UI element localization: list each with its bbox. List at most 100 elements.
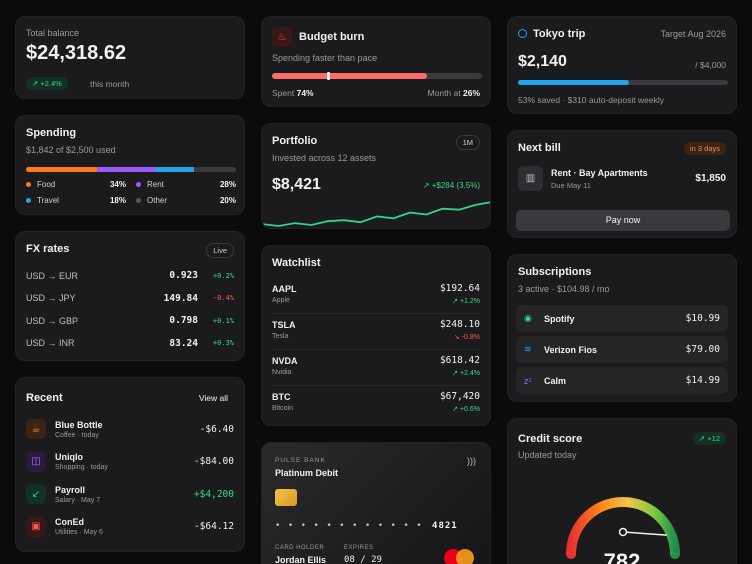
watchlist-divider <box>272 385 480 386</box>
pace-marker <box>326 72 330 80</box>
next-bill-card: Next bill in 3 days ▥ Rent · Bay Apartme… <box>507 130 737 238</box>
subscription-row[interactable]: zᶻ Calm $14.99 <box>516 367 728 394</box>
transaction-row[interactable]: ◫ Uniqlo Shopping · today -$84.00 <box>26 451 234 473</box>
debit-card[interactable]: PULSE BANK Platinum Debit ))) • • • • • … <box>261 442 491 564</box>
transaction-amount: -$6.40 <box>199 423 234 435</box>
goal-saved: $2,140 <box>518 53 567 70</box>
savings-goal-card: Tokyo trip Target Aug 2026 $2,140 / $4,0… <box>507 16 737 114</box>
goal-note: 53% saved · $310 auto-deposit weekly <box>518 95 665 105</box>
fx-row: USD → JPY 149.84 -0.4% <box>26 293 234 304</box>
ticker-symbol: NVDA <box>272 356 298 366</box>
portfolio-value: $8,421 <box>272 176 321 193</box>
transaction-name: Blue Bottle <box>55 419 103 430</box>
spending-segment-rent <box>97 167 157 172</box>
service-icon: ◉ <box>524 313 532 323</box>
goal-progress-fill <box>518 80 630 85</box>
recent-title: Recent <box>26 392 63 404</box>
credit-gauge <box>566 497 680 559</box>
view-all-link[interactable]: View all <box>198 393 228 403</box>
transaction-text: ConEd Utilities · May 6 <box>55 517 103 536</box>
fx-title: FX rates <box>26 243 70 255</box>
total-balance-amount: $24,318.62 <box>26 42 127 64</box>
spending-subtitle: $1,842 of $2,500 used <box>26 145 116 155</box>
fx-change: -0.4% <box>212 294 234 302</box>
fx-change: +0.3% <box>212 339 234 347</box>
watchlist-row[interactable]: TSLA Tesla $248.10 ↘ -0.8% <box>272 318 480 344</box>
service-price: $10.99 <box>685 313 720 324</box>
spending-legend-item: Travel 18% <box>26 196 126 205</box>
fx-row: USD → GBP 0.798 +0.1% <box>26 315 234 326</box>
budget-month: Month at 26% <box>427 88 480 98</box>
portfolio-card[interactable]: Portfolio 1M Invested across 12 assets $… <box>261 123 491 229</box>
ticker-name: Bitcoin <box>272 405 294 412</box>
contactless-icon: ))) <box>467 456 476 466</box>
service-name: Verizon Fios <box>544 344 598 355</box>
transaction-text: Uniqlo Shopping · today <box>55 452 108 471</box>
ticker-name: Apple <box>272 297 290 304</box>
merchant-icon: ▣ <box>26 516 46 537</box>
legend-value: 28% <box>219 180 236 189</box>
portfolio-change: ↗ +$284 (3.5%) <box>422 181 480 190</box>
fx-rate: 149.84 <box>163 292 198 304</box>
spending-bar <box>26 167 236 172</box>
subscription-row[interactable]: ≋ Verizon Fios $79.00 <box>516 336 728 363</box>
spending-segment-travel <box>156 167 194 172</box>
service-icon: ≋ <box>524 344 532 354</box>
ticker-symbol: AAPL <box>272 284 297 294</box>
fx-row: USD → EUR 0.923 +0.2% <box>26 270 234 281</box>
subs-subtitle: 3 active · $104.98 / mo <box>518 284 610 294</box>
spending-legend-item: Food 34% <box>26 180 126 189</box>
spending-card[interactable]: Spending $1,842 of $2,500 used Food 34% Re… <box>15 115 245 215</box>
card-number: • • • • • • • • • • • • 4821 <box>275 521 458 531</box>
watchlist-divider <box>272 313 480 314</box>
bill-amount: $1,850 <box>695 173 726 184</box>
legend-dot-icon <box>136 182 141 187</box>
watchlist-card: Watchlist AAPL Apple $192.64 ↗ +1.2% TSLA Tes… <box>261 245 491 426</box>
transaction-row[interactable]: ▣ ConEd Utilities · May 6 -$64.12 <box>26 516 234 538</box>
legend-label: Travel <box>37 196 59 205</box>
ticker-price: $248.10 <box>439 319 480 330</box>
fx-pair: USD → INR <box>26 338 75 348</box>
ticker-symbol: TSLA <box>272 320 296 330</box>
spending-legend-item: Rent 28% <box>136 180 236 189</box>
budget-progress-track <box>272 72 482 80</box>
subscriptions-card: Subscriptions 3 active · $104.98 / mo ◉ S… <box>507 254 737 402</box>
chip-icon <box>275 489 297 506</box>
credit-score-card: Credit score Updated today ↗ +12 782 <box>507 418 737 564</box>
watchlist-row[interactable]: BTC Bitcoin $67,420 ↗ +0.6% <box>272 390 480 416</box>
subscription-row[interactable]: ◉ Spotify $10.99 <box>516 305 728 332</box>
transaction-meta: Utilities · May 6 <box>55 529 103 536</box>
card-tier: Platinum Debit <box>275 468 339 478</box>
transaction-meta: Shopping · today <box>55 464 108 471</box>
transaction-amount: -$84.00 <box>193 456 234 467</box>
mastercard-logo-icon <box>444 549 476 564</box>
ticker-name: Nvidia <box>272 369 292 376</box>
transaction-row[interactable]: ↙ Payroll Salary · May 7 +$4,200 <box>26 483 234 505</box>
ticker-change: ↗ +1.2% <box>452 298 480 305</box>
goal-amount: / $4,000 <box>695 60 726 70</box>
fx-pair: USD → EUR <box>26 270 79 281</box>
transaction-name: ConEd <box>55 517 84 527</box>
watchlist-row[interactable]: NVDA Nvidia $618.42 ↗ +2.4% <box>272 354 480 380</box>
credit-subtitle: Updated today <box>518 450 577 460</box>
legend-label: Rent <box>147 180 164 189</box>
bill-name: Rent · Bay Apartments <box>551 168 648 178</box>
balance-period: this month <box>90 79 130 89</box>
watchlist-row[interactable]: AAPL Apple $192.64 ↗ +1.2% <box>272 282 480 308</box>
ticker-change: ↘ -0.8% <box>453 334 480 341</box>
credit-score-value: 782 <box>603 549 641 564</box>
merchant-icon: ◫ <box>26 451 46 472</box>
ticker-price: $618.42 <box>439 355 480 366</box>
transaction-row[interactable]: ☕ Blue Bottle Coffee · today -$6.40 <box>26 418 234 440</box>
merchant-icon: ☕ <box>26 419 46 439</box>
range-selector-button[interactable]: 1M <box>455 135 480 150</box>
ticker-price: $67,420 <box>439 391 480 402</box>
pay-now-button[interactable]: Pay now <box>516 210 730 231</box>
watchlist-divider <box>272 349 480 350</box>
fx-rate: 0.798 <box>169 315 198 326</box>
budget-spent: Spent 74% <box>272 88 314 98</box>
fx-rate: 0.923 <box>169 270 198 281</box>
fx-change: +0.1% <box>212 316 234 325</box>
total-balance-label: Total balance <box>26 28 80 38</box>
spending-title: Spending <box>26 127 77 139</box>
